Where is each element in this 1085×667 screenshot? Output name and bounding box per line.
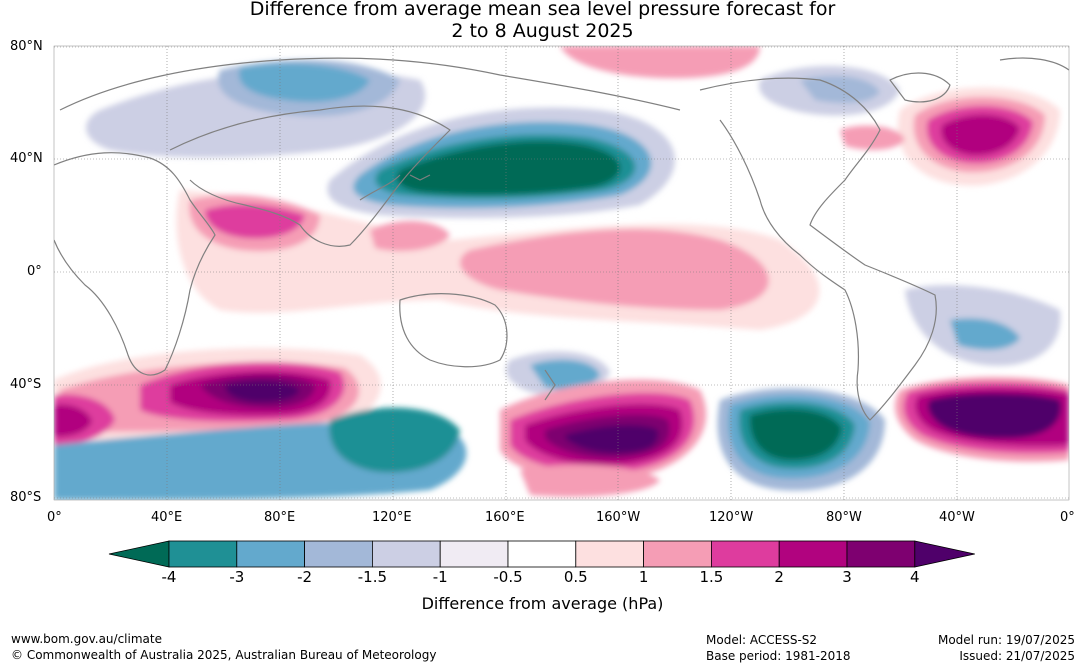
colorbar-tick-label: -1.5 — [357, 568, 388, 586]
colorbar-tick-label: 2 — [774, 568, 784, 586]
colorbar-tick-label: 1 — [638, 568, 649, 586]
colorbar-swatch — [778, 540, 848, 568]
colorbar-swatch — [236, 540, 306, 568]
colorbar-tick-label: 4 — [910, 568, 920, 586]
map-title-line1: Difference from average mean sea level p… — [249, 0, 836, 20]
lat-label-40n: 40°N — [10, 151, 43, 166]
footer-model-run: Model run: 19/07/2025 — [937, 633, 1075, 647]
lat-label-0: 0° — [27, 264, 42, 279]
lon-label-80w: 80°W — [826, 510, 862, 525]
colorbar-tick-label: 3 — [842, 568, 852, 586]
footer-copyright: © Commonwealth of Australia 2025, Austra… — [11, 648, 437, 662]
colorbar-tick-label: 1.5 — [699, 568, 724, 586]
lon-label-120w: 120°W — [709, 510, 754, 525]
colorbar-swatch — [507, 540, 577, 568]
lon-label-80e: 80°E — [264, 510, 296, 525]
colorbar-swatch — [304, 540, 373, 568]
colorbar-swatch — [846, 540, 916, 568]
lon-label-160e: 160°E — [485, 510, 525, 525]
colorbar-swatch — [643, 540, 712, 568]
colorbar-swatch — [575, 540, 644, 568]
lon-label-0-left: 0° — [47, 510, 62, 525]
lon-label-40w: 40°W — [939, 510, 975, 525]
colorbar-tick-label: -2 — [297, 568, 313, 586]
footer-base-period: Base period: 1981-2018 — [706, 649, 851, 663]
lat-label-40s: 40°S — [10, 377, 42, 392]
colorbar-tick-label: 0.5 — [563, 568, 588, 586]
colorbar-tick-label: -3 — [229, 568, 245, 586]
colorbar-swatch — [711, 540, 780, 568]
anomaly-field — [54, 46, 1069, 500]
colorbar-swatch — [168, 540, 238, 568]
lat-label-80s: 80°S — [10, 490, 42, 505]
coastlines — [54, 57, 1069, 421]
colorbar-extend-high — [914, 540, 975, 568]
colorbar — [108, 540, 975, 568]
lon-label-160w: 160°W — [596, 510, 641, 525]
graticule — [54, 46, 1069, 500]
colorbar-extend-low — [108, 540, 170, 568]
colorbar-swatch — [371, 540, 441, 568]
colorbar-tick-label: -4 — [161, 568, 177, 586]
lat-label-80n: 80°N — [10, 39, 43, 54]
colorbar-tick-label: -1 — [432, 568, 448, 586]
footer-model: Model: ACCESS-S2 — [706, 633, 818, 647]
colorbar-tick-label: -0.5 — [493, 568, 523, 586]
lon-label-40e: 40°E — [151, 510, 183, 525]
colorbar-swatch — [439, 540, 509, 568]
footer-issued: Issued: 21/07/2025 — [959, 649, 1075, 663]
map-title-line2: 2 to 8 August 2025 — [451, 20, 634, 42]
colorbar-title: Difference from average (hPa) — [421, 594, 664, 613]
lon-label-120e: 120°E — [372, 510, 412, 525]
footer-url[interactable]: www.bom.gov.au/climate — [11, 632, 162, 646]
lon-label-0-right: 0° — [1060, 510, 1075, 525]
